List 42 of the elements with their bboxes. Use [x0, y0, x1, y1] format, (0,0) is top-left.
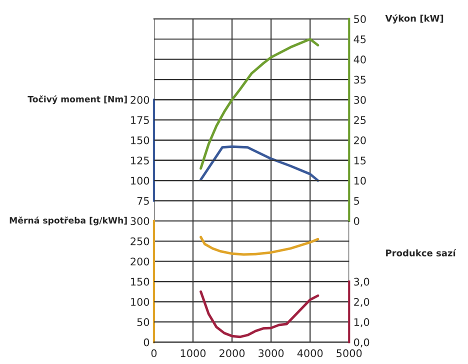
y2-tick-label: 5 [354, 197, 360, 205]
y-tick-label: 150 [131, 136, 150, 144]
y2-tick-label: 0,0 [354, 338, 370, 348]
y2-tick-label: 35 [354, 76, 366, 84]
y2-tick-label: 25 [354, 116, 366, 124]
y2-tick-label: 30 [354, 96, 366, 104]
y2-axis-title: Produkce sazí [386, 249, 456, 256]
y2-tick-label: 15 [354, 156, 366, 164]
x-tick-label: 0 [151, 349, 157, 358]
y-tick-label: 100 [131, 176, 150, 185]
y-tick-label: 100 [131, 298, 150, 306]
y2-axis-title: Výkon [kW] [385, 14, 444, 24]
y-tick-label: 75 [137, 197, 149, 205]
x-tick-label: 3000 [258, 349, 284, 358]
y-tick-label: 300 [130, 217, 150, 226]
y-tick-label: 250 [130, 237, 150, 246]
y-tick-label: 200 [130, 96, 150, 104]
y-axis-title: Točivý moment [Nm] [28, 95, 127, 104]
y2-tick-label: 10 [354, 176, 366, 185]
line-series [200, 145, 320, 182]
y2-tick-label: 40 [354, 56, 366, 64]
y2-tick-label: 50 [354, 15, 366, 24]
y-axis-title: Měrná spotřeba [g/kWh] [10, 216, 127, 226]
x-tick-label: 2000 [220, 349, 245, 358]
y2-tick-label: 3,0 [354, 278, 370, 287]
x-tick-label: 1000 [180, 349, 206, 358]
y-tick-label: 0 [144, 338, 150, 346]
line-series [200, 290, 320, 338]
y-tick-label: 150 [131, 278, 150, 286]
y2-tick-label: 1,0 [354, 318, 370, 328]
y-tick-label: 175 [131, 116, 149, 124]
x-tick-label: 5000 [336, 349, 362, 358]
y2-tick-label: 2,0 [354, 298, 370, 307]
y-tick-label: 125 [131, 156, 149, 164]
y-tick-label: 200 [130, 258, 150, 266]
y2-tick-label: 20 [354, 136, 366, 144]
y-tick-label: 50 [137, 318, 150, 326]
y2-tick-label: 0 [354, 217, 360, 226]
line-series [200, 236, 320, 256]
y2-tick-label: 45 [354, 35, 366, 44]
x-tick-label: 4000 [297, 349, 323, 358]
line-series [200, 38, 320, 170]
